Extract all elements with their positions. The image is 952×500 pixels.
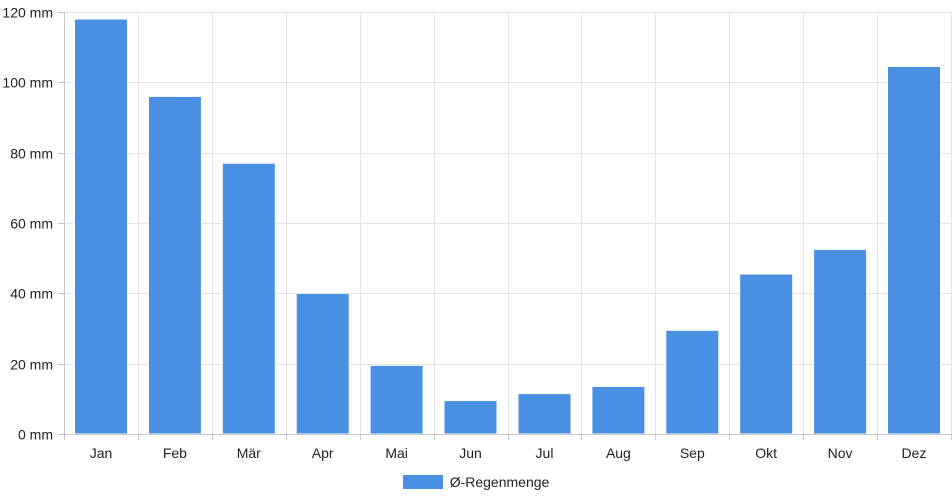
bar-Mai [369, 364, 424, 435]
bar-Nov [813, 248, 868, 435]
y-tick-label: 80 mm [10, 146, 53, 162]
grid-layer [64, 12, 952, 434]
y-tick-label: 120 mm [2, 5, 53, 21]
labels-layer: 0 mm 20 mm 40 mm 60 mm 80 mm 100 mm 120 mm Jan F… [2, 5, 926, 462]
x-tick-label: Jun [459, 445, 482, 461]
y-tick-label: 20 mm [10, 357, 53, 373]
y-tick-label: 60 mm [10, 216, 53, 232]
x-tick-label: Nov [828, 445, 853, 461]
bar-Jun [443, 400, 498, 435]
x-tick-label: Okt [755, 445, 777, 461]
x-tick-label: Apr [312, 445, 334, 461]
y-tick-label: 100 mm [2, 75, 53, 91]
chart-legend[interactable]: Ø-Regenmenge [0, 470, 952, 494]
bar-Okt [739, 273, 794, 435]
bar-Apr [295, 292, 350, 435]
x-tick-label: Aug [606, 445, 631, 461]
x-tick-label: Dez [902, 445, 927, 461]
bars-layer [74, 18, 941, 435]
x-tick-label: Jul [536, 445, 554, 461]
bar-Mär [221, 162, 276, 435]
bar-Jul [517, 393, 572, 435]
bar-Aug [591, 386, 646, 435]
bar-Dez [887, 66, 941, 435]
x-tick-label: Feb [163, 445, 187, 461]
legend-swatch [402, 475, 443, 489]
x-tick-label: Sep [680, 445, 705, 461]
legend-label: Ø-Regenmenge [449, 474, 550, 490]
x-tick-label: Mai [385, 445, 408, 461]
x-tick-label: Jan [90, 445, 113, 461]
x-tick-label: Mär [237, 445, 261, 461]
y-tick-label: 40 mm [10, 286, 53, 302]
bar-Feb [147, 95, 202, 435]
y-tick-label: 0 mm [18, 427, 53, 443]
bar-Sep [665, 329, 720, 435]
bar-Jan [74, 18, 128, 435]
